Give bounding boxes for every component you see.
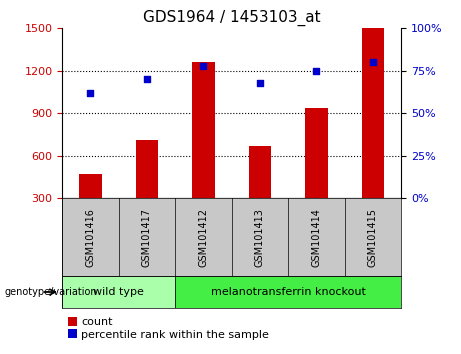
Point <box>369 59 377 65</box>
Point <box>143 76 151 82</box>
Bar <box>248 146 271 241</box>
Point <box>87 90 94 96</box>
Text: GSM101416: GSM101416 <box>85 208 95 267</box>
Bar <box>305 108 328 241</box>
Text: genotype/variation: genotype/variation <box>5 287 97 297</box>
Text: GSM101415: GSM101415 <box>368 208 378 267</box>
Point <box>200 63 207 69</box>
Legend: count, percentile rank within the sample: count, percentile rank within the sample <box>68 317 269 339</box>
Text: GSM101414: GSM101414 <box>311 208 321 267</box>
Point <box>313 68 320 74</box>
Bar <box>175 276 401 308</box>
Title: GDS1964 / 1453103_at: GDS1964 / 1453103_at <box>143 9 320 25</box>
Bar <box>192 62 215 241</box>
Bar <box>62 276 175 308</box>
Text: melanotransferrin knockout: melanotransferrin knockout <box>211 287 366 297</box>
Text: GSM101413: GSM101413 <box>255 208 265 267</box>
Bar <box>361 28 384 241</box>
Bar <box>136 140 158 241</box>
Point <box>256 80 264 86</box>
Bar <box>79 174 102 241</box>
Text: GSM101412: GSM101412 <box>198 208 208 267</box>
Text: wild type: wild type <box>93 287 144 297</box>
Text: GSM101417: GSM101417 <box>142 208 152 267</box>
